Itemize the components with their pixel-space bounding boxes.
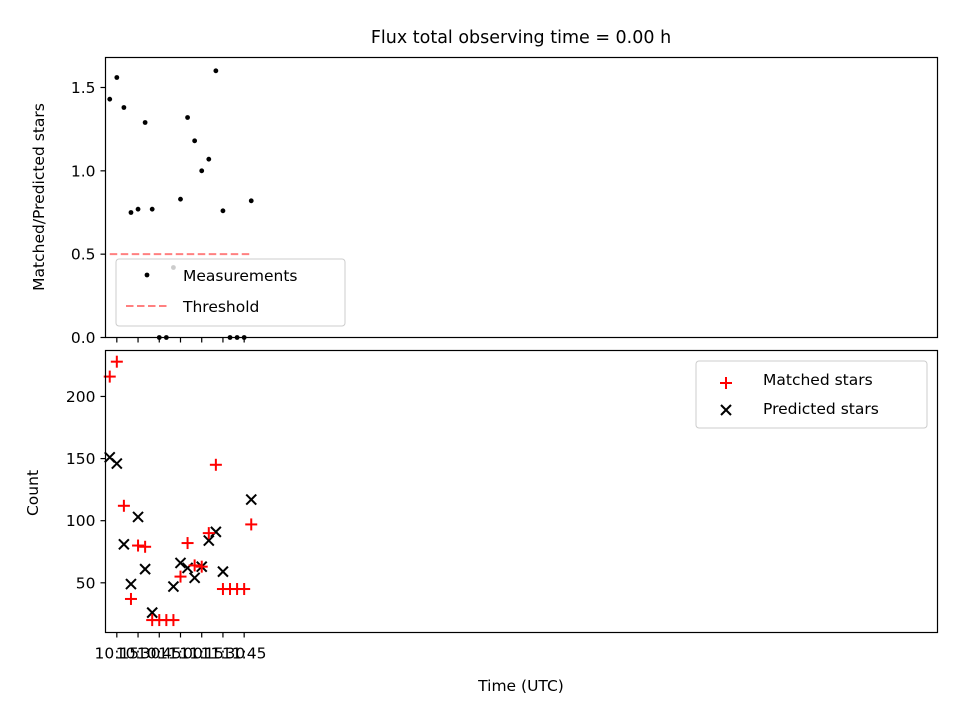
predicted-point (210, 526, 222, 538)
top-legend: Measurements Threshold (115, 258, 346, 327)
legend-measurements-marker (144, 272, 150, 278)
matched-point (110, 355, 123, 368)
matched-point (195, 560, 208, 573)
bottom-legend: Matched stars Predicted stars (695, 360, 928, 429)
measurement-point (178, 196, 183, 202)
measurement-point (128, 210, 134, 215)
predicted-point (217, 565, 229, 578)
top-plot-frame (104, 56, 939, 339)
measurement-point (248, 198, 254, 204)
bottom-panel: 50 100 150 200 10:1510:3010:4511:0011:1511:… (24, 349, 939, 695)
legend-predicted-label: Predicted stars (763, 400, 879, 418)
bottom-y-tick-label: 150 (66, 450, 96, 468)
measurement-point (213, 68, 219, 74)
matched-point (188, 559, 201, 572)
matched-stars-series (103, 355, 258, 627)
predicted-point (188, 572, 201, 584)
predicted-point (174, 557, 187, 569)
bottom-y-tick-label: 200 (66, 388, 96, 406)
measurement-point (135, 206, 141, 212)
top-y-tick-label: 0.5 (71, 246, 96, 264)
top-y-tick-label: 1.0 (71, 162, 96, 180)
legend-threshold-label: Threshold (182, 298, 259, 316)
bottom-x-tick-label: 11:15 (179, 645, 224, 663)
predicted-point (203, 534, 215, 547)
measurement-point (185, 115, 190, 120)
top-panel: 0.0 0.5 1.0 1.5 Matched/Predicted stars Mea… (30, 56, 939, 347)
bottom-x-tick-label: 10:15 (94, 645, 139, 663)
top-y-axis-label: Matched/Predicted stars (30, 103, 48, 291)
top-y-axis: 0.0 0.5 1.0 1.5 (71, 79, 106, 347)
matched-point (139, 540, 152, 553)
predicted-point (111, 457, 123, 470)
matched-point (117, 499, 130, 512)
predicted-point (167, 580, 180, 593)
bottom-x-tick-label: 11:45 (222, 645, 267, 663)
bottom-x-tick-label: 11:30 (201, 645, 246, 663)
measurement-point (114, 75, 120, 80)
top-legend-box (115, 258, 346, 327)
predicted-point (146, 606, 158, 619)
legend-matched-label: Matched stars (763, 371, 873, 389)
bottom-x-tick-label: 11:00 (158, 645, 203, 663)
top-y-tick-label: 0.0 (71, 329, 96, 347)
bottom-x-tick-label: 10:30 (116, 645, 161, 663)
bottom-y-axis-label: Count (24, 470, 42, 516)
measurement-point (107, 96, 113, 102)
matched-point (181, 537, 194, 550)
matched-point (209, 458, 222, 471)
matched-point (174, 570, 187, 583)
matched-point (245, 518, 258, 531)
matched-point (132, 539, 145, 552)
measurement-point (121, 105, 127, 110)
measurement-point (199, 168, 205, 174)
legend-predicted-marker (720, 404, 732, 416)
matched-point (202, 527, 215, 540)
predicted-point (125, 578, 137, 590)
measurement-point (149, 206, 155, 212)
legend-matched-marker (720, 377, 732, 389)
measurement-point (142, 120, 148, 125)
bottom-y-tick-label: 50 (76, 574, 96, 592)
predicted-point (245, 493, 257, 506)
matched-point (238, 583, 251, 596)
measurement-point (220, 208, 226, 214)
predicted-point (118, 538, 130, 551)
measurement-point (192, 138, 198, 144)
legend-measurements-label: Measurements (183, 267, 298, 285)
top-x-ticks (116, 337, 245, 343)
top-y-tick-label: 1.5 (71, 79, 96, 97)
predicted-point (139, 563, 151, 575)
matched-point (124, 592, 137, 605)
bottom-plot-frame (104, 349, 939, 634)
measurement-point (206, 156, 212, 162)
bottom-y-tick-label: 100 (66, 512, 96, 530)
bottom-legend-box (695, 360, 928, 429)
bottom-x-tick-label: 10:45 (137, 645, 182, 663)
chart-title: Flux total observing time = 0.00 h (371, 28, 671, 48)
predicted-point (132, 511, 144, 523)
bottom-y-axis: 50 100 150 200 (66, 388, 106, 592)
bottom-x-axis-label: Time (UTC) (477, 677, 564, 695)
matched-point (167, 614, 180, 627)
